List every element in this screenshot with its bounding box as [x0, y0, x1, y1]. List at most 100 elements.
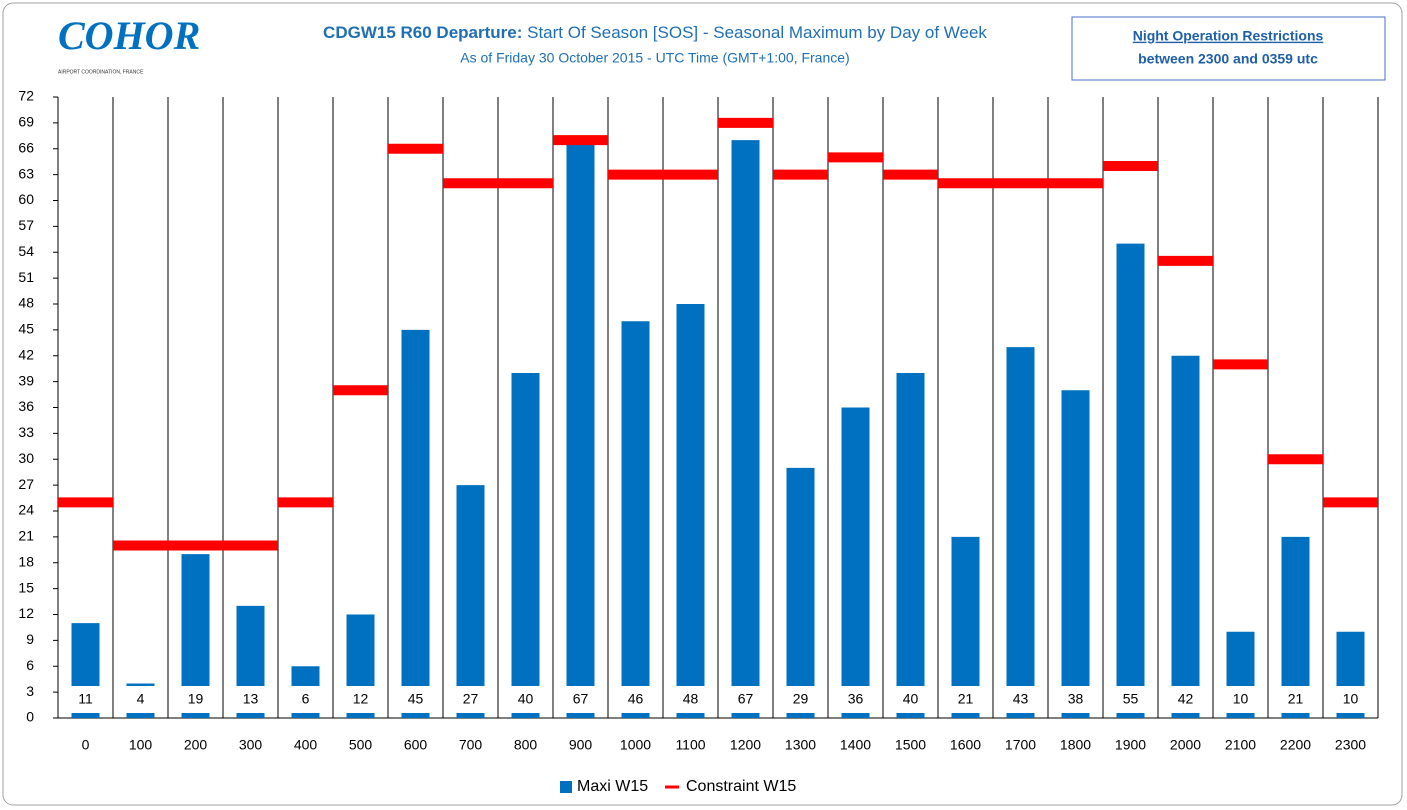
value-label-box [1108, 686, 1153, 713]
constraint-mark [553, 135, 608, 146]
y-tick-label: 57 [18, 217, 34, 233]
annotation: Night Operation Restrictions [1133, 28, 1324, 44]
x-tick-label: 1200 [730, 737, 761, 753]
x-tick-label: 1100 [675, 737, 705, 753]
value-label: 11 [78, 691, 93, 707]
value-label-box [888, 686, 933, 713]
value-label-box [503, 686, 548, 713]
x-tick-label: 2000 [1170, 737, 1201, 753]
constraint-mark [58, 497, 113, 508]
x-tick-label: 1500 [895, 737, 926, 753]
x-tick-label: 2200 [1280, 737, 1311, 753]
x-tick-label: 1000 [620, 737, 651, 753]
legend-swatch [560, 781, 572, 793]
constraint-mark [1103, 161, 1158, 171]
x-tick-label: 300 [239, 737, 263, 753]
constraint-mark [663, 169, 718, 180]
y-tick-label: 6 [26, 657, 34, 673]
bar [566, 140, 595, 718]
x-tick-label: 100 [129, 737, 153, 753]
value-label: 10 [1343, 691, 1359, 707]
y-tick-label: 9 [26, 631, 34, 647]
y-tick-label: 63 [18, 165, 34, 181]
x-tick-label: 2100 [1225, 737, 1256, 753]
value-label-box [63, 686, 108, 713]
y-tick-label: 27 [18, 476, 34, 492]
y-tick-label: 66 [18, 139, 34, 155]
value-label-box [943, 686, 988, 713]
bar [731, 140, 760, 718]
bar [896, 373, 925, 718]
bar [1171, 355, 1200, 718]
x-tick-label: 1600 [950, 737, 981, 753]
value-label: 40 [903, 691, 919, 707]
value-label: 46 [628, 691, 644, 707]
y-tick-label: 30 [18, 450, 34, 466]
value-label-box [448, 686, 493, 713]
x-tick-label: 2300 [1335, 737, 1366, 753]
constraint-mark [608, 169, 663, 180]
y-tick-label: 24 [18, 502, 34, 518]
x-tick-label: 0 [82, 737, 90, 753]
constraint-mark [883, 169, 938, 180]
legend-label: Maxi W15 [577, 778, 648, 795]
value-label-box [558, 686, 603, 713]
value-label-box [1273, 686, 1318, 713]
chart-subtitle: As of Friday 30 October 2015 - UTC Time … [460, 50, 849, 66]
y-tick-label: 42 [18, 346, 34, 362]
value-label-box [228, 686, 273, 713]
value-label-box [118, 686, 163, 713]
value-label-box [173, 686, 218, 713]
constraint-mark [278, 497, 333, 508]
y-tick-label: 18 [18, 553, 34, 569]
value-label-box [283, 686, 328, 713]
y-tick-label: 51 [18, 269, 34, 285]
x-tick-label: 600 [404, 737, 428, 753]
bar [511, 373, 540, 718]
value-label: 13 [243, 691, 259, 707]
bar [621, 321, 650, 718]
chart-title: CDGW15 R60 Departure: Start Of Season [S… [323, 23, 987, 42]
y-tick-label: 33 [18, 424, 34, 440]
value-label: 67 [573, 691, 589, 707]
x-tick-label: 1900 [1115, 737, 1146, 753]
x-tick-label: 1700 [1005, 737, 1036, 753]
value-label: 42 [1178, 691, 1194, 707]
logo: COHOR [58, 13, 200, 58]
bar [841, 407, 870, 718]
constraint-mark [938, 178, 993, 189]
y-tick-label: 36 [18, 398, 34, 414]
value-label: 40 [518, 691, 534, 707]
x-tick-label: 1300 [785, 737, 816, 753]
value-label: 10 [1233, 691, 1249, 707]
constraint-mark [718, 117, 773, 128]
constraint-mark [993, 178, 1048, 189]
bar [1116, 243, 1145, 718]
y-tick-label: 21 [18, 528, 34, 544]
title-rest: Start Of Season [SOS] - Seasonal Maximum… [527, 23, 987, 42]
annotation: between 2300 and 0359 utc [1138, 51, 1318, 67]
y-tick-label: 48 [18, 295, 34, 311]
x-tick-label: 1800 [1060, 737, 1091, 753]
value-label: 19 [188, 691, 204, 707]
value-label-box [338, 686, 383, 713]
value-label-box [1163, 686, 1208, 713]
constraint-mark [168, 540, 223, 551]
value-label-box [1053, 686, 1098, 713]
constraint-mark [498, 178, 553, 189]
y-tick-label: 69 [18, 114, 34, 130]
value-label: 6 [302, 691, 310, 707]
title-bold: CDGW15 R60 Departure: [323, 23, 522, 42]
x-tick-label: 800 [514, 737, 538, 753]
value-label: 4 [137, 691, 145, 707]
bar [401, 329, 430, 718]
constraint-mark [1213, 359, 1268, 370]
value-label-box [1218, 686, 1263, 713]
value-label-box [723, 686, 768, 713]
value-label: 21 [958, 691, 974, 707]
value-label: 38 [1068, 691, 1084, 707]
value-label: 21 [1288, 691, 1304, 707]
x-tick-label: 400 [294, 737, 318, 753]
value-label: 36 [848, 691, 864, 707]
